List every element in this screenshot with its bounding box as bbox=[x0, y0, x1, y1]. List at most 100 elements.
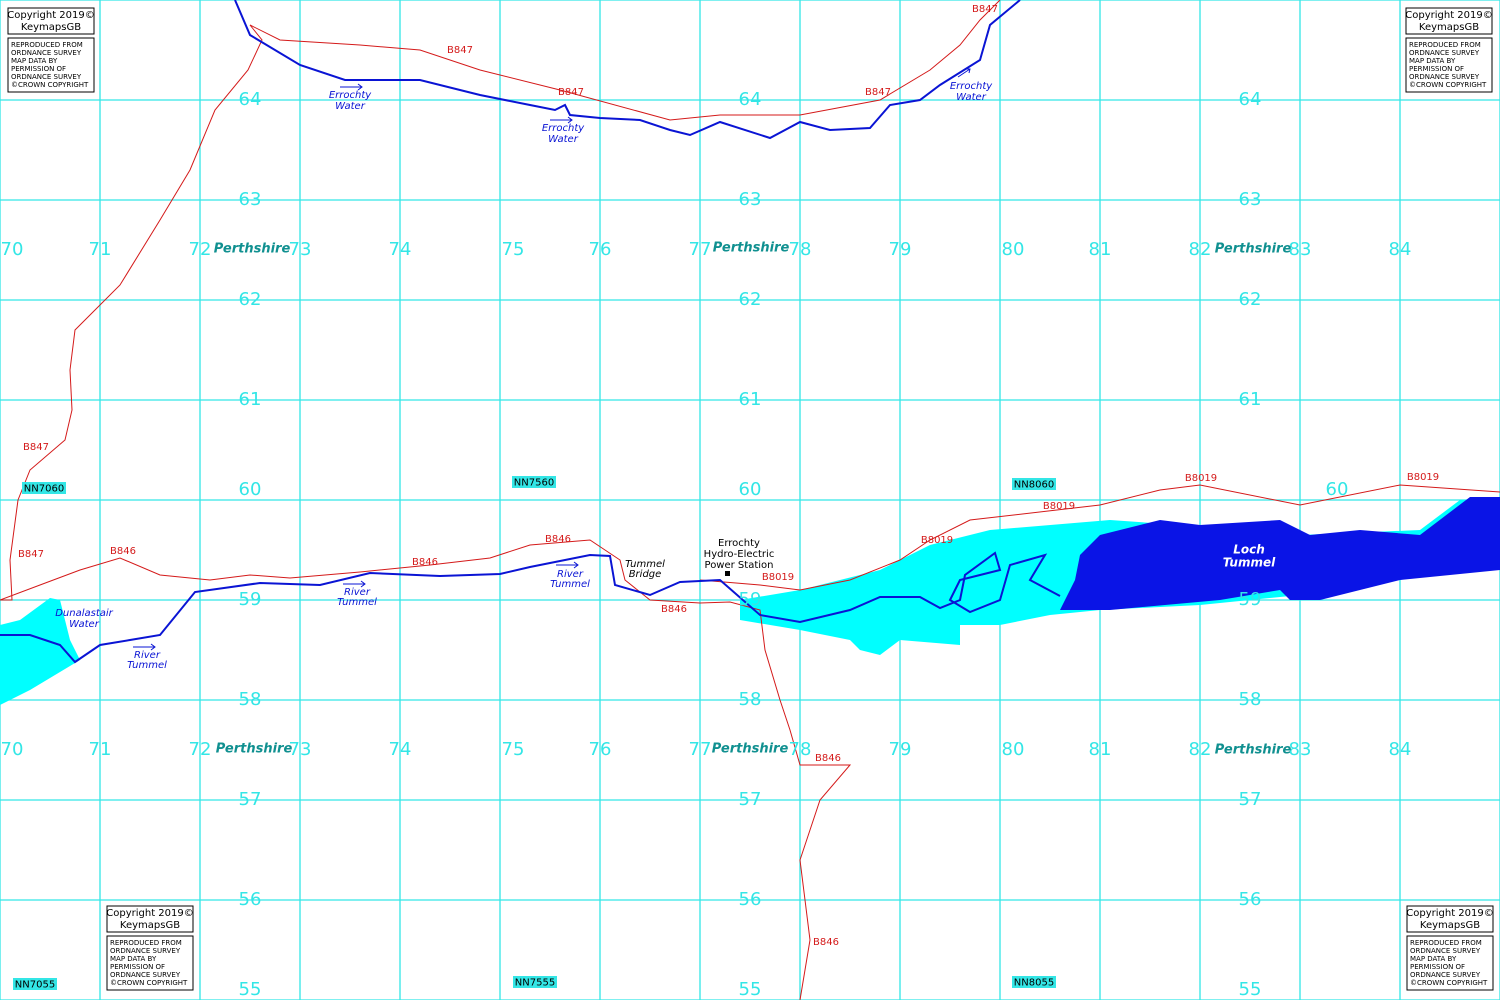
northing-label: 60 bbox=[1326, 479, 1349, 500]
easting-label: 72 bbox=[189, 239, 212, 260]
copyright-box bbox=[7, 7, 95, 35]
northing-label: 58 bbox=[239, 689, 262, 710]
road bbox=[0, 539, 852, 1000]
easting-label: 84 bbox=[1389, 739, 1412, 760]
road-label: B8019 bbox=[1043, 501, 1075, 512]
notice-box bbox=[7, 37, 95, 93]
easting-label: 84 bbox=[1389, 239, 1412, 260]
water-label: Errochty bbox=[950, 81, 993, 92]
grid-square-label: NN7060 bbox=[24, 484, 64, 495]
easting-label: 71 bbox=[89, 739, 112, 760]
copyright-box bbox=[1406, 905, 1494, 933]
notice-text: REPRODUCED FROM bbox=[1409, 41, 1481, 49]
northing-label: 57 bbox=[739, 789, 762, 810]
easting-label: 83 bbox=[1289, 739, 1312, 760]
easting-label: 74 bbox=[389, 739, 412, 760]
notice-box bbox=[106, 935, 194, 991]
grid-square-box bbox=[512, 476, 556, 488]
water-label: Loch bbox=[1233, 543, 1265, 557]
copyright-text: Copyright 2019© bbox=[106, 908, 194, 919]
road-label: B847 bbox=[23, 442, 49, 453]
notice-text: ©CROWN COPYRIGHT bbox=[11, 81, 89, 89]
northing-label: 64 bbox=[739, 89, 762, 110]
road-label: B846 bbox=[813, 937, 839, 948]
northing-label: 63 bbox=[1239, 189, 1262, 210]
water-label: River bbox=[557, 569, 584, 580]
county-label: Perthshire bbox=[1215, 743, 1292, 758]
northing-label: 61 bbox=[739, 389, 762, 410]
easting-label: 74 bbox=[389, 239, 412, 260]
water-label: Errochty bbox=[329, 90, 372, 101]
notice-text: ©CROWN COPYRIGHT bbox=[110, 979, 188, 987]
notice-text: REPRODUCED FROM bbox=[11, 41, 83, 49]
northing-label: 63 bbox=[239, 189, 262, 210]
dunalastair-water bbox=[0, 598, 80, 705]
northing-label: 62 bbox=[239, 289, 262, 310]
flow-arrow bbox=[343, 580, 366, 588]
easting-label: 78 bbox=[789, 239, 812, 260]
northing-label: 58 bbox=[739, 689, 762, 710]
county-label: Perthshire bbox=[1215, 242, 1292, 257]
road bbox=[0, 24, 263, 601]
water-label: Tummel bbox=[127, 660, 167, 671]
flow-arrow bbox=[340, 83, 363, 91]
northing-label: 64 bbox=[1239, 89, 1262, 110]
county-label: Perthshire bbox=[713, 241, 790, 256]
notice-text: REPRODUCED FROM bbox=[110, 939, 182, 947]
water-label: Dunalastair bbox=[55, 608, 113, 619]
northing-label: 63 bbox=[739, 189, 762, 210]
easting-label: 83 bbox=[1289, 239, 1312, 260]
road-label: B847 bbox=[447, 45, 473, 56]
notice-text: MAP DATA BY bbox=[1409, 57, 1456, 65]
copyright-text: Copyright 2019© bbox=[1405, 10, 1493, 21]
water-label: Tummel bbox=[550, 579, 590, 590]
flow-arrow bbox=[957, 68, 971, 78]
notice-text: ORDNANCE SURVEY bbox=[11, 73, 82, 81]
road-label: B8019 bbox=[762, 572, 794, 583]
northing-label: 56 bbox=[1239, 889, 1262, 910]
northing-label: 61 bbox=[1239, 389, 1262, 410]
loch-deep bbox=[1060, 497, 1500, 610]
water-label: Water bbox=[956, 92, 987, 103]
easting-label: 73 bbox=[289, 739, 312, 760]
grid-square-box bbox=[22, 482, 66, 494]
northing-label: 55 bbox=[1239, 979, 1262, 1000]
grid-square-box bbox=[513, 976, 557, 988]
notice-text: MAP DATA BY bbox=[110, 955, 157, 963]
notice-box bbox=[1405, 37, 1493, 93]
notice-text: MAP DATA BY bbox=[11, 57, 58, 65]
northing-label: 61 bbox=[239, 389, 262, 410]
notice-text: ©CROWN COPYRIGHT bbox=[1410, 979, 1488, 987]
water-label: Tummel bbox=[337, 597, 377, 608]
road-label: B846 bbox=[110, 546, 136, 557]
northing-label: 58 bbox=[1239, 689, 1262, 710]
notice-text: PERMISSION OF bbox=[11, 65, 66, 73]
flow-arrow bbox=[550, 116, 573, 124]
place-label: Hydro-Electric bbox=[704, 549, 775, 560]
road-label: B8019 bbox=[1407, 472, 1439, 483]
easting-label: 81 bbox=[1089, 239, 1112, 260]
grid-square-label: NN7560 bbox=[514, 478, 554, 489]
northing-label: 64 bbox=[239, 89, 262, 110]
easting-label: 82 bbox=[1189, 239, 1212, 260]
notice-text: MAP DATA BY bbox=[1410, 955, 1457, 963]
grid-square-box bbox=[13, 978, 57, 990]
copyright-text: Copyright 2019© bbox=[1406, 908, 1494, 919]
grid-square-box bbox=[1012, 478, 1056, 490]
northing-label: 62 bbox=[739, 289, 762, 310]
northing-label: 60 bbox=[739, 479, 762, 500]
northing-label: 59 bbox=[739, 589, 762, 610]
notice-text: PERMISSION OF bbox=[1410, 963, 1465, 971]
northing-label: 59 bbox=[1239, 589, 1262, 610]
copyright-text: Copyright 2019© bbox=[7, 10, 95, 21]
water-label: Water bbox=[548, 134, 579, 145]
road-label: B846 bbox=[661, 604, 687, 615]
easting-label: 79 bbox=[889, 239, 912, 260]
river bbox=[234, 0, 1021, 140]
easting-label: 76 bbox=[589, 239, 612, 260]
northing-label: 55 bbox=[239, 979, 262, 1000]
easting-label: 71 bbox=[89, 239, 112, 260]
easting-label: 78 bbox=[789, 739, 812, 760]
notice-text: ORDNANCE SURVEY bbox=[110, 947, 181, 955]
